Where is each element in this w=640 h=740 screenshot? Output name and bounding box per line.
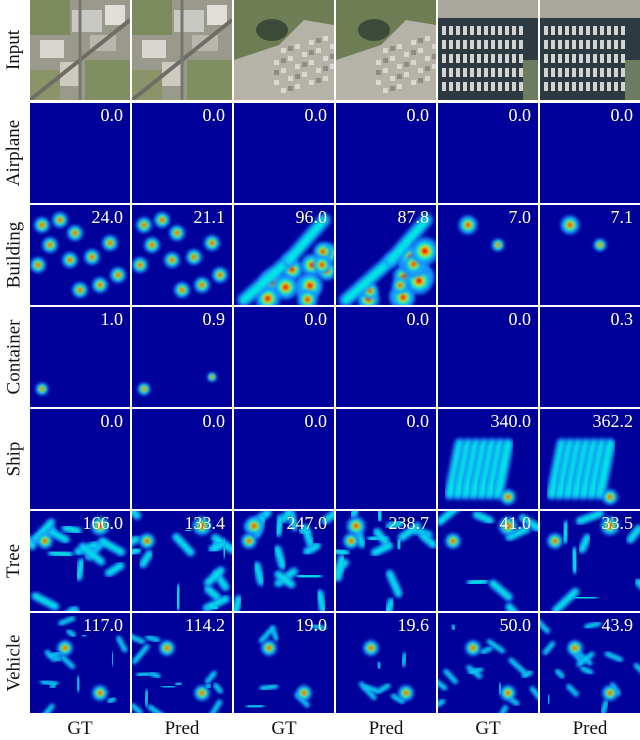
count-value: 0.0: [406, 105, 430, 125]
density-map-r6-c4: 50.0: [438, 613, 538, 713]
density-map-r6-c0: 117.0: [30, 613, 130, 713]
count-value: 0.0: [508, 105, 532, 125]
count-value: 7.1: [610, 207, 634, 227]
density-map-r2-c3: 87.8: [336, 205, 436, 305]
row-label-airplane: Airplane: [3, 119, 25, 187]
density-map-r1-c3: 0.0: [336, 103, 436, 203]
count-value: 96.0: [295, 207, 328, 227]
density-map-r2-c2: 96.0: [234, 205, 334, 305]
density-map-r4-c1: 0.0: [132, 409, 232, 509]
row-label-container: Container: [3, 319, 24, 395]
density-map-r3-c1: 0.9: [132, 307, 232, 407]
count-value: 24.0: [91, 207, 124, 227]
density-map-r1-c2: 0.0: [234, 103, 334, 203]
density-map-r6-c1: 114.2: [132, 613, 232, 713]
count-value: 0.0: [202, 105, 226, 125]
count-value: 19.0: [295, 615, 328, 635]
count-value: 114.2: [185, 615, 225, 635]
density-map-r6-c5: 43.9: [540, 613, 640, 713]
density-map-r3-c3: 0.0: [336, 307, 436, 407]
count-value: 247.0: [286, 513, 328, 533]
density-map-r2-c4: 7.0: [438, 205, 538, 305]
density-map-r4-c2: 0.0: [234, 409, 334, 509]
count-value: 1.0: [100, 309, 124, 329]
density-map-r6-c3: 19.6: [336, 613, 436, 713]
row-label-building: Building: [3, 221, 25, 289]
density-map-r5-c3: 238.7: [336, 511, 436, 611]
density-map-r2-c0: 24.0: [30, 205, 130, 305]
density-map-r3-c4: 0.0: [438, 307, 538, 407]
count-value: 50.0: [499, 615, 532, 635]
density-map-r4-c3: 0.0: [336, 409, 436, 509]
density-map-r2-c1: 21.1: [132, 205, 232, 305]
density-map-r5-c1: 133.4: [132, 511, 232, 611]
row-label-vehicle: Vehicle: [3, 634, 25, 692]
row-label-ship: Ship: [3, 441, 25, 477]
column-label-gt: GT: [67, 718, 93, 739]
count-value: 0.0: [304, 411, 328, 431]
density-map-r3-c2: 0.0: [234, 307, 334, 407]
density-map-r1-c0: 0.0: [30, 103, 130, 203]
count-value: 238.7: [388, 513, 430, 533]
input-image-r0-c5: [540, 0, 640, 100]
input-image-r0-c1: [132, 0, 232, 100]
row-label-tree: Tree: [3, 543, 25, 579]
density-map-r4-c4: 340.0: [438, 409, 538, 509]
count-value: 0.0: [508, 309, 532, 329]
count-value: 41.0: [499, 513, 532, 533]
count-value: 21.1: [193, 207, 226, 227]
density-map-r5-c4: 41.0: [438, 511, 538, 611]
input-image-r0-c0: [30, 0, 130, 100]
count-value: 0.0: [406, 411, 430, 431]
density-map-r5-c5: 33.5: [540, 511, 640, 611]
density-map-r3-c0: 1.0: [30, 307, 130, 407]
count-value: 19.6: [397, 615, 430, 635]
column-label-pred: Pred: [164, 718, 200, 739]
count-value: 33.5: [601, 513, 634, 533]
column-label-pred: Pred: [368, 718, 404, 739]
count-value: 0.0: [202, 411, 226, 431]
count-value: 362.2: [592, 411, 634, 431]
input-image-r0-c3: [336, 0, 436, 100]
count-value: 0.0: [406, 309, 430, 329]
count-value: 117.0: [83, 615, 123, 635]
count-value: 0.0: [100, 411, 124, 431]
density-map-r4-c0: 0.0: [30, 409, 130, 509]
count-value: 0.0: [304, 105, 328, 125]
count-value: 166.0: [82, 513, 124, 533]
count-value: 133.4: [184, 513, 226, 533]
column-label-pred: Pred: [572, 718, 608, 739]
density-map-r1-c5: 0.0: [540, 103, 640, 203]
count-value: 340.0: [490, 411, 532, 431]
count-value: 0.0: [100, 105, 124, 125]
input-image-r0-c2: [234, 0, 334, 100]
density-map-r1-c1: 0.0: [132, 103, 232, 203]
count-value: 0.0: [304, 309, 328, 329]
density-map-r2-c5: 7.1: [540, 205, 640, 305]
count-value: 0.0: [610, 105, 634, 125]
count-value: 7.0: [508, 207, 532, 227]
density-map-r5-c2: 247.0: [234, 511, 334, 611]
count-value: 0.3: [610, 309, 634, 329]
count-value: 43.9: [601, 615, 634, 635]
density-map-r1-c4: 0.0: [438, 103, 538, 203]
density-map-r6-c2: 19.0: [234, 613, 334, 713]
row-label-input: Input: [3, 29, 25, 71]
count-value: 0.9: [202, 309, 226, 329]
column-label-gt: GT: [475, 718, 501, 739]
density-map-r5-c0: 166.0: [30, 511, 130, 611]
count-value: 87.8: [397, 207, 430, 227]
input-image-r0-c4: [438, 0, 538, 100]
density-map-r3-c5: 0.3: [540, 307, 640, 407]
density-map-r4-c5: 362.2: [540, 409, 640, 509]
column-label-gt: GT: [271, 718, 297, 739]
